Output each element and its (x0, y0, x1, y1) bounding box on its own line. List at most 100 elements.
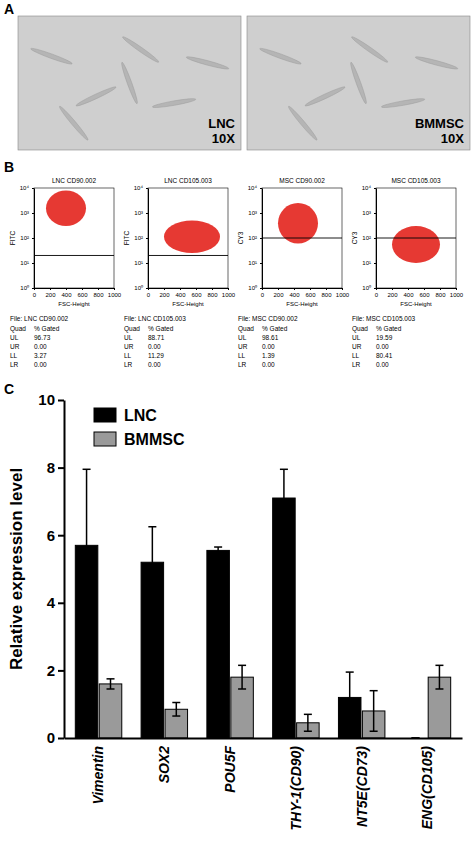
x-tick: 400 (403, 288, 414, 298)
y-tick: 10¹ (248, 260, 262, 266)
x-tick-mark (408, 288, 409, 290)
y-axis: 0246810 (38, 391, 64, 746)
table-cell: UR (352, 343, 362, 350)
x-tick-label: 400 (61, 292, 72, 298)
y-tick-mark (32, 288, 34, 289)
table-cell: LL (10, 352, 18, 359)
y-tick-label: 10² (134, 235, 143, 241)
error-bar-cap (280, 469, 288, 471)
quadrant-line (34, 255, 114, 256)
error-bar (214, 547, 222, 554)
plot-area (34, 190, 114, 255)
x-tick-mark (278, 288, 279, 290)
table-cell: 0.00 (376, 361, 389, 368)
y-tick-label: 10³ (248, 210, 257, 216)
error-bar-cap (172, 702, 180, 704)
x-tick-mark (310, 288, 311, 290)
y-tick-label: 10⁴ (20, 185, 30, 191)
x-axis-title: FSC-Height (400, 301, 432, 307)
error-bar-cap (435, 665, 443, 667)
table-cell: 0.00 (34, 361, 47, 368)
y-tick: 10² (248, 235, 262, 241)
x-tick-mark (180, 288, 181, 290)
table-cell: 1.39 (262, 352, 275, 359)
cell-population (164, 221, 220, 254)
error-bar (172, 703, 180, 717)
x-tick: NT5E(CD73) (354, 738, 370, 827)
x-tick: 200 (387, 288, 398, 298)
error-bar (148, 527, 156, 598)
table-cell: LR (124, 361, 133, 368)
y-tick: 10² (134, 235, 148, 241)
x-tick-label: 800 (93, 292, 104, 298)
table-header: % Gated (148, 325, 174, 332)
error-bar-cap (304, 730, 312, 732)
x-tick-mark (148, 288, 149, 290)
table-header: Quad (352, 325, 368, 333)
x-tick: 600 (305, 288, 316, 298)
y-tick: 4 (47, 594, 64, 611)
x-tick: 200 (159, 288, 170, 298)
plot-frame (262, 188, 342, 288)
plot-area (376, 226, 456, 263)
x-tick-label: 200 (273, 292, 284, 298)
x-axis-line (65, 738, 463, 740)
table-cell: LL (124, 352, 132, 359)
x-tick-label: ENG(CD105) (419, 746, 435, 830)
panel-title: MSC CD90.002 (279, 177, 325, 184)
cell-outline (58, 105, 90, 142)
y-tick-label: 10² (248, 235, 257, 241)
x-tick: 800 (93, 288, 104, 298)
x-axis-title: FSC-Height (286, 301, 318, 307)
x-tick: POU5F (222, 738, 238, 793)
table-caption: File: MSC CD90.002 (238, 315, 298, 322)
plot-area (148, 221, 228, 256)
x-axis-line (149, 288, 229, 289)
y-tick-mark (260, 188, 262, 189)
y-tick-mark (374, 288, 376, 289)
quadrant-line (148, 255, 228, 256)
y-tick-label: 6 (47, 527, 55, 544)
y-tick-label: 10¹ (248, 260, 257, 266)
table-header: Quad (10, 325, 26, 333)
y-axis-title: CY3 (237, 231, 244, 244)
x-tick-label: 200 (387, 292, 398, 298)
y-tick: 10⁴ (134, 185, 148, 191)
error-bar-stem (176, 703, 178, 717)
x-axis: 02004006008001000 (375, 288, 464, 298)
y-tick-mark (32, 263, 34, 264)
cell-outline (120, 62, 139, 105)
x-tick-mark (392, 288, 393, 290)
cell-population (278, 203, 318, 243)
y-tick: 10⁴ (362, 185, 376, 191)
y-tick-label: 10³ (134, 210, 143, 216)
y-tick-label: 10⁰ (248, 284, 257, 291)
x-tick-label: 0 (375, 292, 379, 298)
x-tick-label: 400 (403, 292, 414, 298)
x-tick-mark (376, 288, 377, 290)
x-tick-label: POU5F (222, 746, 238, 793)
x-tick-label: 1000 (222, 292, 236, 298)
x-tick-label: 200 (45, 292, 56, 298)
table-cell: 88.71 (148, 334, 165, 341)
y-tick-label: 10² (362, 235, 371, 241)
panel-title: LNC CD90.002 (52, 177, 96, 184)
panel-title: MSC CD105.003 (391, 177, 441, 184)
y-tick-mark (374, 188, 376, 189)
y-tick-mark (58, 467, 64, 469)
y-tick: 10¹ (362, 260, 376, 266)
y-tick-label: 10¹ (134, 260, 143, 266)
x-tick: ENG(CD105) (419, 738, 435, 829)
error-bar-stem (283, 469, 285, 526)
x-tick: 400 (175, 288, 186, 298)
bar (207, 550, 230, 738)
y-tick-mark (58, 738, 64, 740)
y-axis-line (64, 401, 66, 739)
y-tick-label: 8 (47, 459, 55, 476)
y-tick: 0 (47, 729, 64, 746)
flow-panel: 10⁰10¹10²10³10⁴02004006008001000MSC CD90… (237, 177, 350, 368)
table-cell: 0.00 (34, 343, 47, 350)
x-tick: 800 (321, 288, 332, 298)
x-tick: 1000 (222, 288, 236, 298)
x-tick-mark (228, 288, 229, 290)
